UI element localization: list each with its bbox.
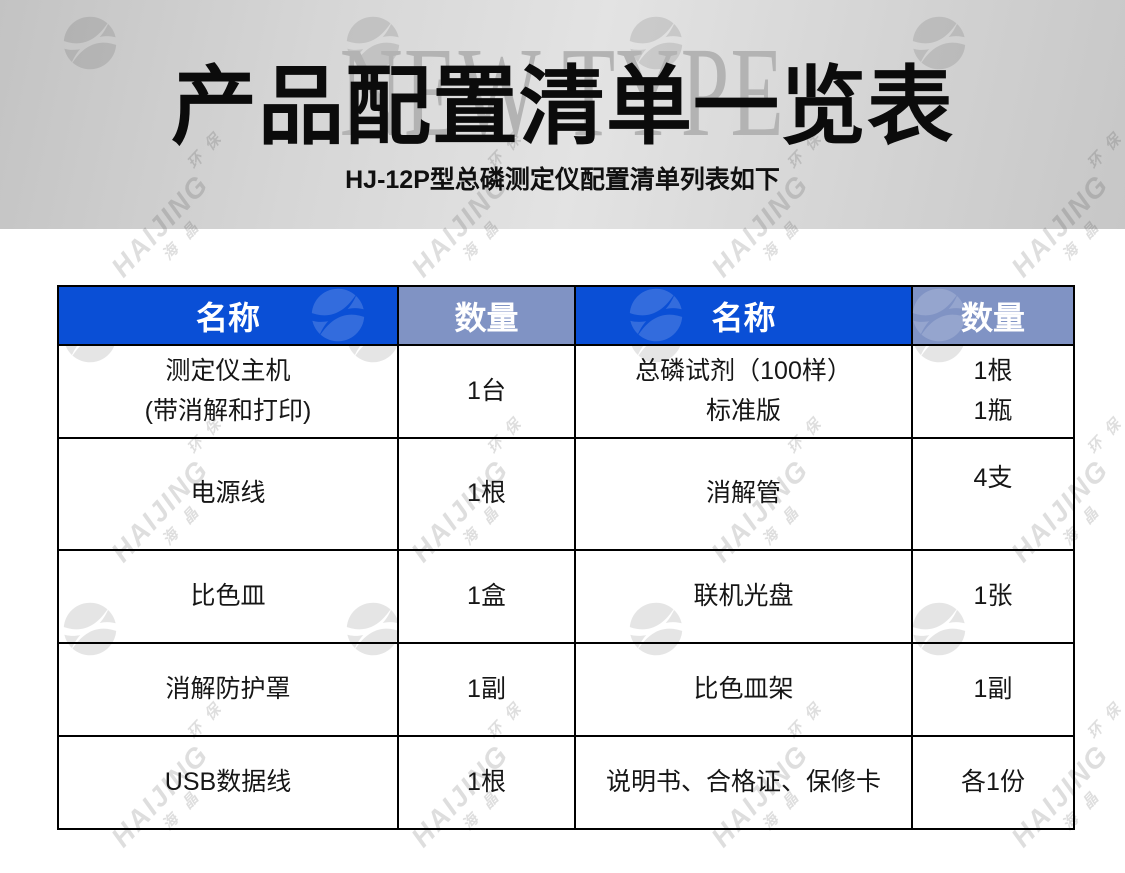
table-cell: 联机光盘 (574, 549, 913, 644)
column-header-qty: 数量 (397, 285, 576, 346)
table-cell: 1根 (397, 735, 576, 830)
page-subtitle: HJ-12P型总磷测定仪配置清单列表如下 (345, 166, 780, 194)
table-cell: 比色皿架 (574, 642, 913, 737)
backdrop-text: NEW TYPE (339, 21, 786, 163)
table-cell: 各1份 (911, 735, 1075, 830)
table-cell: 消解防护罩 (57, 642, 399, 737)
table-row: 测定仪主机 (带消解和打印) 1台 总磷试剂（100样） 标准版 1根 1瓶 (57, 344, 1075, 439)
table-cell: 1张 (911, 549, 1075, 644)
table-cell: 1根 1瓶 (911, 344, 1075, 439)
table-cell: 测定仪主机 (带消解和打印) (57, 344, 399, 439)
table-cell: 总磷试剂（100样） 标准版 (574, 344, 913, 439)
column-header-name: 名称 (574, 285, 913, 346)
config-table: 名称 数量 名称 数量 测定仪主机 (带消解和打印) 1台 总磷试剂（100样） 标准版 1根 1… (57, 285, 1075, 830)
column-header-name: 名称 (57, 285, 399, 346)
table-header-row: 名称 数量 名称 数量 (57, 285, 1075, 346)
table-cell: 1台 (397, 344, 576, 439)
brand-watermark-cjk-b: 环保 (1084, 694, 1125, 743)
table-row: USB数据线 1根 说明书、合格证、保修卡 各1份 (57, 735, 1075, 830)
table-row: 比色皿 1盒 联机光盘 1张 (57, 549, 1075, 644)
table-cell: 1副 (911, 642, 1075, 737)
table-cell: 电源线 (57, 437, 399, 551)
table-row: 电源线 1根 消解管 4支 (57, 437, 1075, 551)
brand-watermark-cjk-b: 环保 (1084, 409, 1125, 458)
column-header-qty: 数量 (911, 285, 1075, 346)
table-cell: USB数据线 (57, 735, 399, 830)
table-cell: 说明书、合格证、保修卡 (574, 735, 913, 830)
table-row: 消解防护罩 1副 比色皿架 1副 (57, 642, 1075, 737)
table-cell: 1根 (397, 437, 576, 551)
table-cell: 1副 (397, 642, 576, 737)
table-cell: 1盒 (397, 549, 576, 644)
page-title: 产品配置清单一览表 (171, 59, 954, 155)
table-cell: 比色皿 (57, 549, 399, 644)
table-body: 测定仪主机 (带消解和打印) 1台 总磷试剂（100样） 标准版 1根 1瓶 电源线 1根 消解管… (57, 344, 1075, 830)
table-cell: 消解管 (574, 437, 913, 551)
table-cell: 4支 (911, 437, 1075, 551)
